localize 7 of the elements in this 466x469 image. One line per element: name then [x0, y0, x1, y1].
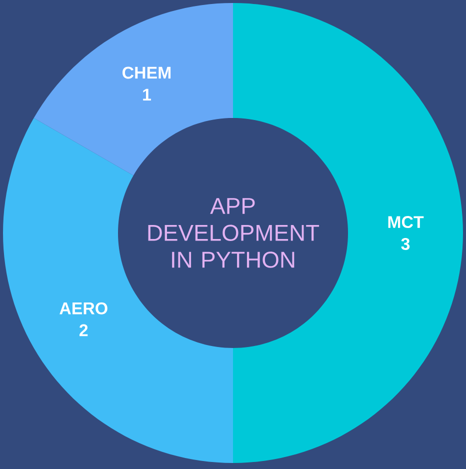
data-label: 1: [143, 88, 151, 100]
data-label: 3: [401, 238, 410, 250]
text: APP DEVELOPMENT IN PYTHON: [148, 198, 320, 268]
slice-label: AERO: [60, 302, 108, 314]
slice-label: CHEM: [122, 66, 171, 79]
slice-label: MCT: [388, 216, 424, 228]
data-label: 2: [79, 324, 88, 336]
